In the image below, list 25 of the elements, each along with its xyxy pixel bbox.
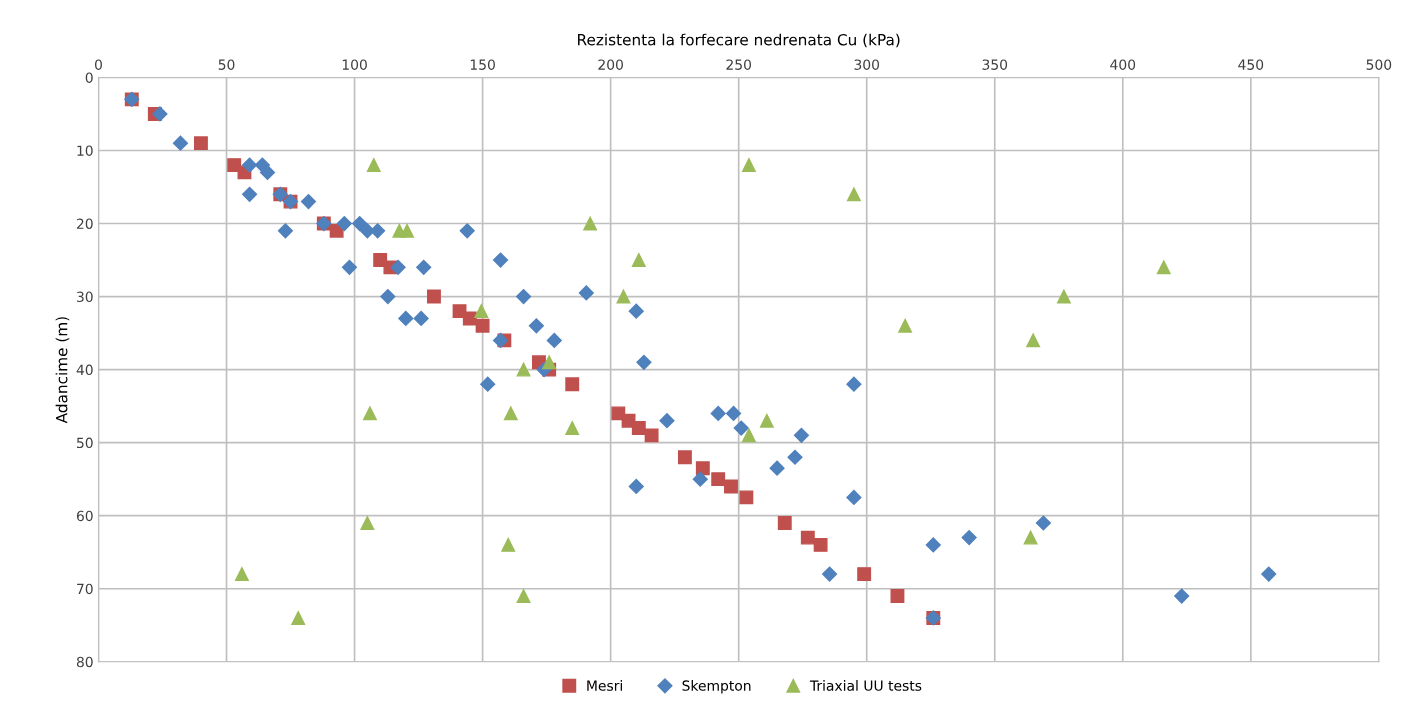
y-tick-label: 50 — [77, 437, 93, 449]
x-tick-label: 0 — [94, 59, 102, 70]
y-tick-label: 40 — [76, 364, 93, 376]
x-tick-label: 500 — [1366, 59, 1392, 70]
y-tick-label: 60 — [76, 510, 93, 522]
y-tick-label: 10 — [77, 145, 93, 156]
x-tick-label: 200 — [598, 59, 623, 70]
legend-label: Skempton — [682, 680, 751, 694]
x-tick-label: 100 — [342, 59, 367, 70]
y-tick-label: 70 — [77, 583, 93, 595]
x-tick-label: 300 — [854, 59, 880, 70]
y-tick-label: 30 — [77, 291, 93, 303]
x-tick-label: 250 — [726, 59, 752, 70]
x-tick-label: 350 — [982, 59, 1008, 70]
x-tick-label: 400 — [1110, 59, 1136, 70]
y-tick-label: 80 — [76, 656, 93, 668]
y-tick-label: 0 — [85, 72, 93, 83]
x-axis-title: Rezistenta la forfecare nedrenata Cu (kPa) — [578, 33, 900, 48]
x-tick-label: 450 — [1238, 59, 1264, 70]
legend-label: Mesri — [587, 680, 622, 691]
x-tick-label: 150 — [470, 59, 495, 70]
x-tick-label: 50 — [218, 59, 235, 70]
y-tick-label: 20 — [76, 218, 93, 229]
legend-label: Triaxial UU tests — [809, 680, 922, 691]
y-axis-title: Adancime (m) — [55, 317, 70, 424]
